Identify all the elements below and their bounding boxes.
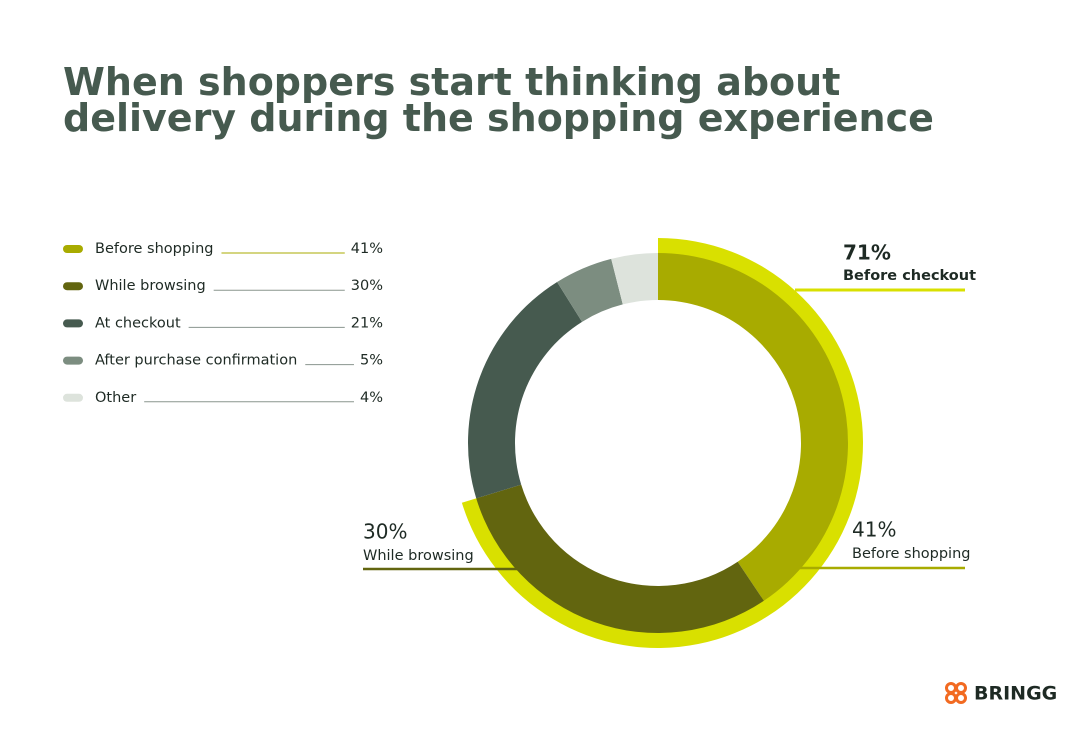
donut-segment <box>611 253 658 305</box>
chart-title: When shoppers start thinking about delive… <box>63 60 934 140</box>
legend-label: At checkout <box>95 315 181 331</box>
callout-label: Before checkout <box>843 268 976 284</box>
chart-title-group: When shoppers start thinking about delive… <box>63 60 934 140</box>
legend-label: Other <box>95 390 136 406</box>
brand-name: BRINGG <box>974 683 1057 705</box>
legend-swatch <box>63 282 83 291</box>
brand-logo: BRINGG <box>945 682 1057 705</box>
callout-value: 71% <box>843 241 891 265</box>
legend-swatch <box>63 393 83 402</box>
legend-value: 4% <box>360 390 383 406</box>
legend-swatch <box>63 245 83 253</box>
callouts: 71% Before checkout 41% Before shopping 30% W… <box>363 241 976 571</box>
donut-segment <box>467 282 583 499</box>
donut-segment <box>557 258 623 322</box>
callout-value: 30% <box>363 520 407 544</box>
legend-swatch <box>63 356 83 365</box>
legend-value: 21% <box>351 315 383 331</box>
callout-label: Before shopping <box>852 546 970 562</box>
donut-segment <box>476 484 764 634</box>
callout-label: While browsing <box>363 548 474 564</box>
legend: Before shopping 41% While browsing 30% At ch… <box>63 241 383 406</box>
donut-segment <box>658 253 848 601</box>
legend-value: 41% <box>351 241 383 257</box>
donut <box>461 238 863 649</box>
title-line: delivery during the shopping experience <box>63 96 934 140</box>
callout-value: 41% <box>852 518 896 542</box>
legend-value: 5% <box>360 353 383 369</box>
legend-swatch <box>63 319 83 328</box>
title-line: When shoppers start thinking about <box>63 60 840 104</box>
legend-label: After purchase confirmation <box>95 353 297 369</box>
logo-icon <box>955 692 967 704</box>
legend-label: While browsing <box>95 278 206 294</box>
legend-label: Before shopping <box>95 241 213 257</box>
legend-value: 30% <box>351 278 383 294</box>
